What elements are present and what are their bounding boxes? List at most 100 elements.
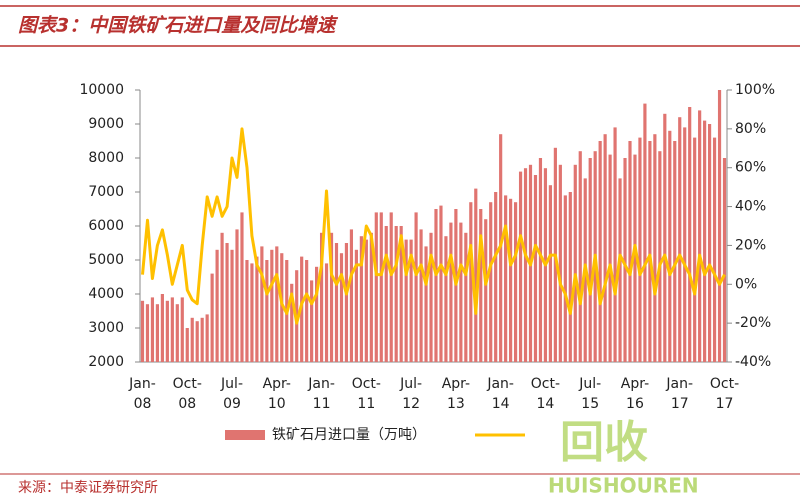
bar <box>578 151 582 362</box>
bar <box>643 103 647 362</box>
bar <box>434 209 438 362</box>
x-tick-label: Jul-12 <box>399 376 422 412</box>
bar <box>389 212 393 362</box>
bar <box>683 127 687 363</box>
y2-tick-label: -20% <box>735 315 771 331</box>
bar <box>165 300 169 362</box>
y2-tick-label: 100% <box>735 82 775 98</box>
x-tick-label: Jan-08 <box>128 376 156 412</box>
bar <box>329 232 334 362</box>
legend-label: 铁矿石月进口量（万吨） <box>272 427 426 443</box>
bar <box>613 127 617 363</box>
bar <box>200 317 204 362</box>
bar <box>235 229 239 362</box>
bar <box>648 141 652 362</box>
y2-tick-label: 60% <box>735 160 766 176</box>
bar <box>424 246 428 362</box>
bar <box>484 219 488 362</box>
y-tick-label: 7000 <box>88 184 124 200</box>
x-tick-label: Oct-08 <box>173 376 202 412</box>
bar <box>533 175 538 362</box>
bar <box>220 232 224 362</box>
bar <box>479 209 483 362</box>
y2-tick-label: 80% <box>735 121 766 137</box>
bar <box>155 304 160 362</box>
bar <box>548 185 552 362</box>
bar <box>494 192 498 362</box>
bar <box>693 137 697 362</box>
x-tick-label: Jan-17 <box>665 376 693 412</box>
bar <box>404 239 408 362</box>
bar <box>538 158 543 362</box>
bar <box>150 297 155 362</box>
x-tick-label: Oct-11 <box>352 376 381 412</box>
bar <box>588 158 592 362</box>
y-tick-label: 5000 <box>88 252 124 268</box>
bar <box>712 137 717 362</box>
bar <box>449 222 453 362</box>
bar <box>240 212 244 362</box>
bar <box>265 260 269 362</box>
bar <box>379 212 383 362</box>
bar <box>364 239 368 362</box>
bar <box>509 198 513 362</box>
bar <box>598 141 602 362</box>
bar <box>195 321 199 362</box>
bar <box>469 202 473 362</box>
bar <box>414 212 418 362</box>
bar <box>668 130 672 362</box>
bar <box>513 202 518 362</box>
bar <box>359 236 363 362</box>
bar <box>707 124 712 362</box>
y-tick-label: 8000 <box>88 150 124 166</box>
line <box>141 127 726 325</box>
bar <box>568 192 572 362</box>
bar <box>419 229 423 362</box>
bar <box>518 171 523 362</box>
bar <box>305 260 309 362</box>
bar <box>230 249 234 362</box>
bar <box>703 120 707 362</box>
x-tick-label: Jan-14 <box>486 376 514 412</box>
bar <box>190 317 194 362</box>
bar <box>140 300 145 362</box>
bar <box>275 246 279 362</box>
bar <box>523 168 528 362</box>
bar <box>319 232 324 362</box>
bar <box>250 263 254 362</box>
x-tick-label: Oct-14 <box>531 376 560 412</box>
x-tick-label: Apr-13 <box>442 376 470 412</box>
bar <box>334 243 339 362</box>
y-tick-label: 2000 <box>88 354 124 370</box>
y-tick-label: 4000 <box>88 286 124 302</box>
bar <box>205 314 209 362</box>
watermark: HUISHOUREN <box>548 474 699 498</box>
bar <box>160 294 164 362</box>
bar <box>354 249 358 362</box>
bar <box>180 297 184 362</box>
bar <box>145 304 150 362</box>
bar <box>603 134 607 362</box>
y2-tick-label: -40% <box>735 354 771 370</box>
bar <box>678 117 682 362</box>
bar <box>170 297 174 362</box>
bar <box>394 226 398 362</box>
bar <box>349 229 354 362</box>
x-tick-label: Apr-16 <box>621 376 649 412</box>
bar <box>444 236 448 362</box>
bar <box>623 158 627 362</box>
y-tick-label: 3000 <box>88 320 124 336</box>
bar <box>409 239 413 362</box>
bar <box>270 249 274 362</box>
bar <box>210 273 214 362</box>
bar <box>573 164 577 362</box>
bar <box>175 304 179 362</box>
bar <box>504 195 508 362</box>
bar <box>558 164 562 362</box>
bar <box>369 232 373 362</box>
y2-tick-label: 0% <box>735 276 757 292</box>
x-tick-label: Jul-15 <box>578 376 601 412</box>
bar <box>717 90 722 362</box>
bar <box>374 212 378 362</box>
bar <box>260 246 264 362</box>
